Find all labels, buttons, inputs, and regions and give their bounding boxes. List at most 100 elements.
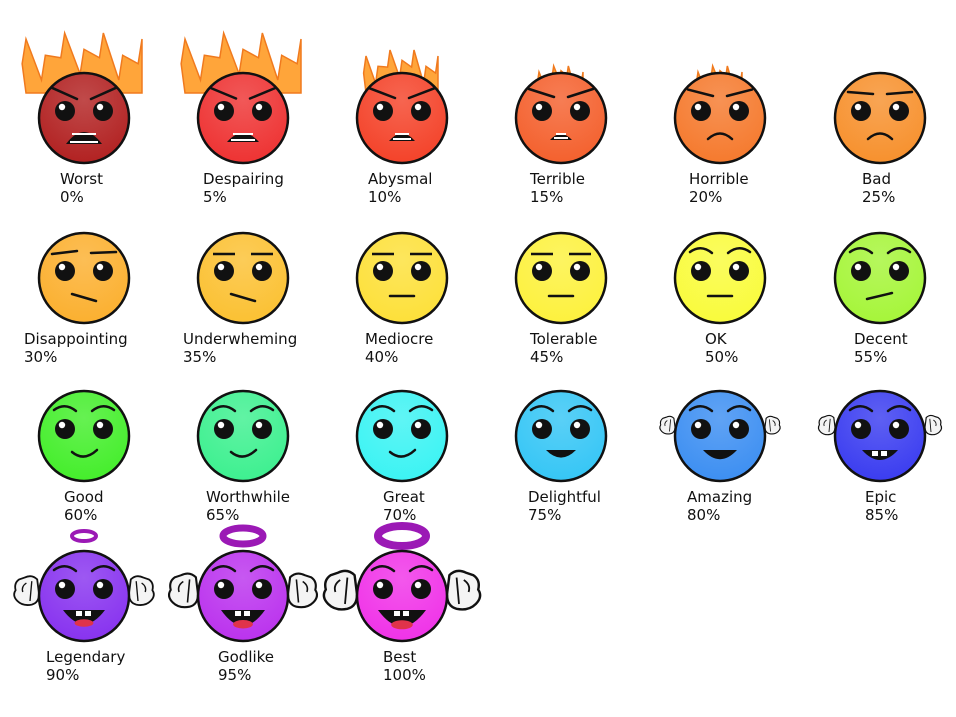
face-circle bbox=[514, 71, 608, 165]
eye-icon bbox=[252, 419, 272, 439]
eye-icon bbox=[570, 261, 590, 281]
fist-icon bbox=[659, 415, 676, 435]
rating-label: Legendary 90% bbox=[46, 648, 125, 684]
face-epic bbox=[817, 389, 943, 483]
eye-icon bbox=[252, 261, 272, 281]
mouth-icon bbox=[703, 450, 737, 460]
mouth-icon bbox=[862, 450, 898, 460]
face-circle bbox=[833, 231, 927, 325]
rating-percent: 35% bbox=[183, 348, 217, 366]
rating-percent: 50% bbox=[705, 348, 739, 366]
eye-icon bbox=[691, 261, 711, 281]
eye-icon bbox=[729, 101, 749, 121]
mouth-icon bbox=[63, 610, 105, 624]
rating-label: Good 60% bbox=[64, 488, 104, 524]
face-circle bbox=[196, 549, 290, 643]
eye-icon bbox=[373, 419, 393, 439]
rating-name: Best bbox=[383, 648, 417, 666]
rating-percent: 80% bbox=[687, 506, 721, 524]
rating-name: Worst bbox=[60, 170, 103, 188]
rating-percent: 25% bbox=[862, 188, 896, 206]
rating-percent: 95% bbox=[218, 666, 252, 684]
rating-percent: 60% bbox=[64, 506, 98, 524]
face-horrible bbox=[673, 63, 767, 165]
rating-percent: 45% bbox=[530, 348, 564, 366]
eye-icon bbox=[691, 101, 711, 121]
mouth-icon bbox=[378, 610, 426, 627]
eye-icon bbox=[851, 101, 871, 121]
mouth-icon bbox=[388, 448, 417, 458]
rating-name: Great bbox=[383, 488, 425, 506]
rating-percent: 10% bbox=[368, 188, 402, 206]
eye-icon bbox=[532, 101, 552, 121]
face-abysmal bbox=[355, 49, 449, 165]
face-terrible bbox=[514, 63, 608, 165]
fist-icon bbox=[13, 575, 40, 606]
eye-icon bbox=[851, 261, 871, 281]
eye-icon bbox=[889, 101, 909, 121]
rating-label: Godlike 95% bbox=[218, 648, 274, 684]
eye-icon bbox=[252, 101, 272, 121]
rating-name: Horrible bbox=[689, 170, 749, 188]
mouth-icon bbox=[546, 450, 576, 458]
rating-name: Terrible bbox=[530, 170, 585, 188]
face-circle bbox=[355, 231, 449, 325]
eye-icon bbox=[55, 261, 75, 281]
face-circle bbox=[355, 549, 449, 643]
rating-name: Legendary bbox=[46, 648, 126, 666]
rating-percent: 40% bbox=[365, 348, 399, 366]
face-despairing bbox=[180, 30, 302, 165]
rating-label: Bad 25% bbox=[862, 170, 895, 206]
face-good bbox=[37, 389, 131, 483]
face-circle bbox=[196, 231, 290, 325]
rating-percent: 100% bbox=[383, 666, 426, 684]
rating-name: Mediocre bbox=[365, 330, 434, 348]
face-circle bbox=[833, 389, 927, 483]
rating-name: Godlike bbox=[218, 648, 275, 666]
eye-icon bbox=[889, 419, 909, 439]
eye-icon bbox=[851, 419, 871, 439]
eye-icon bbox=[411, 579, 431, 599]
face-circle bbox=[37, 231, 131, 325]
rating-label: Terrible 15% bbox=[530, 170, 585, 206]
eye-icon bbox=[373, 101, 393, 121]
rating-label: Abysmal 10% bbox=[368, 170, 432, 206]
fist-icon bbox=[817, 414, 836, 436]
face-circle bbox=[833, 71, 927, 165]
eye-icon bbox=[55, 419, 75, 439]
face-disappointing bbox=[37, 231, 131, 325]
rating-label: Epic 85% bbox=[865, 488, 898, 524]
rating-percent: 65% bbox=[206, 506, 240, 524]
face-circle bbox=[196, 71, 290, 165]
mouth-icon bbox=[865, 291, 894, 301]
face-circle bbox=[514, 389, 608, 483]
rating-name: OK bbox=[705, 330, 727, 348]
eye-icon bbox=[691, 419, 711, 439]
eye-icon bbox=[55, 101, 75, 121]
mouth-icon bbox=[221, 610, 265, 626]
fist-icon bbox=[445, 569, 482, 611]
halo-icon bbox=[219, 524, 267, 548]
fist-icon bbox=[286, 572, 319, 609]
rating-percent: 85% bbox=[865, 506, 899, 524]
rating-name: Worthwhile bbox=[206, 488, 291, 506]
eye-icon bbox=[532, 419, 552, 439]
rating-label: Delightful 75% bbox=[528, 488, 601, 524]
face-godlike bbox=[167, 524, 319, 643]
face-best bbox=[322, 522, 482, 643]
fist-icon bbox=[167, 572, 200, 609]
rating-name: Amazing bbox=[687, 488, 753, 506]
halo-icon bbox=[70, 529, 98, 543]
face-circle bbox=[673, 71, 767, 165]
mouth-icon bbox=[229, 292, 257, 303]
rating-percent: 0% bbox=[60, 188, 84, 206]
face-circle bbox=[355, 71, 449, 165]
rating-label: Mediocre 40% bbox=[365, 330, 433, 366]
rating-percent: 5% bbox=[203, 188, 227, 206]
mouth-icon bbox=[70, 448, 99, 458]
rating-name: Decent bbox=[854, 330, 908, 348]
eye-icon bbox=[373, 579, 393, 599]
rating-label: Disappointing 30% bbox=[24, 330, 128, 366]
rating-name: Underwheming bbox=[183, 330, 298, 348]
